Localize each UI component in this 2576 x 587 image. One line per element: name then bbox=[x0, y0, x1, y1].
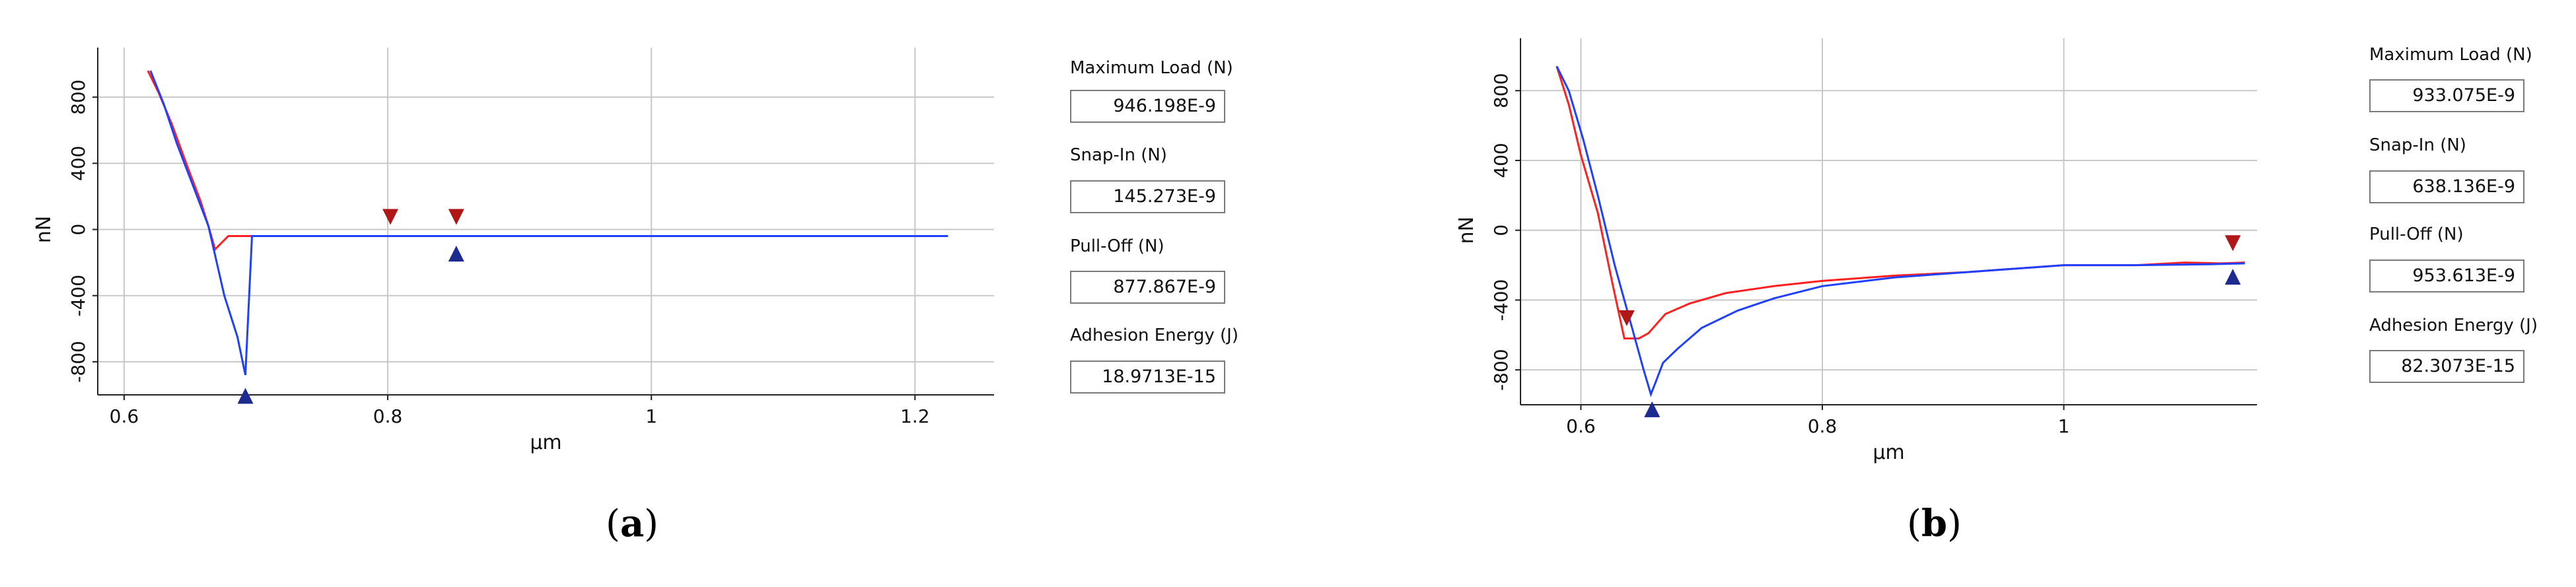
adhesion-energy-field[interactable]: 82.3073E-15 bbox=[2369, 350, 2524, 383]
y-tick-label: -800 bbox=[67, 341, 89, 383]
caption-b-letter: b bbox=[1921, 502, 1948, 545]
snap-in-field[interactable]: 145.273E-9 bbox=[1070, 180, 1225, 213]
caption-b-close: ) bbox=[1947, 502, 1962, 545]
caption-b-open: ( bbox=[1907, 502, 1921, 545]
adhesion-energy-field[interactable]: 18.9713E-15 bbox=[1070, 361, 1225, 394]
caption-a: (a) bbox=[606, 502, 659, 545]
maximum-load-label: Maximum Load (N) bbox=[1070, 58, 1233, 78]
x-tick-label: 1 bbox=[645, 405, 657, 427]
panel-a: 0.6 0.8 1 1.2 800 400 0 -400 -800 µm nN Maximum Lo… bbox=[32, 48, 1238, 545]
y-tick-label: 0 bbox=[67, 224, 89, 236]
series-line-approach bbox=[1556, 65, 2245, 340]
y-axis-title: nN bbox=[32, 216, 55, 243]
x-axis-title: µm bbox=[530, 431, 561, 454]
marker-up-triangle bbox=[1644, 401, 1661, 417]
caption-a-letter: a bbox=[620, 502, 645, 545]
marker-down-triangle bbox=[1618, 310, 1635, 326]
x-tick-label: 0.8 bbox=[373, 405, 403, 427]
x-tick-label: 1 bbox=[2058, 415, 2070, 437]
caption-a-close: ) bbox=[644, 502, 659, 545]
marker-down-triangle bbox=[382, 209, 399, 225]
marker-down-triangle bbox=[448, 209, 464, 225]
maximum-load-label: Maximum Load (N) bbox=[2369, 45, 2532, 65]
y-tick-label: -400 bbox=[1490, 279, 1512, 322]
caption-b: (b) bbox=[1907, 502, 1962, 545]
caption-a-open: ( bbox=[606, 502, 620, 545]
y-tick-label: -800 bbox=[1490, 349, 1512, 391]
adhesion-energy-label: Adhesion Energy (J) bbox=[1070, 326, 1238, 345]
series-line-retract bbox=[149, 70, 948, 376]
x-tick-label: 0.6 bbox=[1566, 415, 1596, 437]
chart-b: 0.6 0.8 1 800 400 0 -400 -800 µm nN bbox=[1455, 38, 2257, 464]
pull-off-label: Pull-Off (N) bbox=[2369, 224, 2464, 244]
y-axis-title: nN bbox=[1455, 217, 1478, 244]
x-tick-label: 0.6 bbox=[110, 405, 139, 427]
y-tick-label: 400 bbox=[1490, 143, 1512, 178]
y-tick-label: 800 bbox=[67, 79, 89, 114]
adhesion-energy-label: Adhesion Energy (J) bbox=[2369, 316, 2538, 335]
marker-up-triangle bbox=[237, 388, 254, 404]
pull-off-field[interactable]: 953.613E-9 bbox=[2369, 259, 2524, 293]
chart-a: 0.6 0.8 1 1.2 800 400 0 -400 -800 µm nN bbox=[32, 48, 994, 454]
snap-in-field[interactable]: 638.136E-9 bbox=[2369, 170, 2524, 203]
y-tick-label: -400 bbox=[67, 275, 89, 317]
marker-up-triangle bbox=[448, 246, 464, 262]
panel-b: 0.6 0.8 1 800 400 0 -400 -800 µm nN Maximum Load … bbox=[1288, 0, 2576, 587]
y-tick-label: 400 bbox=[67, 146, 89, 181]
x-axis-title: µm bbox=[1873, 441, 1904, 464]
series-line-retract bbox=[1556, 65, 2245, 397]
maximum-load-field[interactable]: 946.198E-9 bbox=[1070, 90, 1225, 123]
marker-down-triangle bbox=[2225, 235, 2241, 252]
x-tick-label: 0.8 bbox=[1808, 415, 1838, 437]
y-tick-label: 0 bbox=[1490, 224, 1512, 236]
maximum-load-field[interactable]: 933.075E-9 bbox=[2369, 79, 2524, 112]
marker-up-triangle bbox=[2225, 269, 2241, 285]
pull-off-label: Pull-Off (N) bbox=[1070, 236, 1164, 256]
x-tick-label: 1.2 bbox=[900, 405, 930, 427]
snap-in-label: Snap-In (N) bbox=[1070, 145, 1167, 165]
y-tick-label: 800 bbox=[1490, 73, 1512, 108]
snap-in-label: Snap-In (N) bbox=[2369, 135, 2466, 155]
pull-off-field[interactable]: 877.867E-9 bbox=[1070, 271, 1225, 304]
